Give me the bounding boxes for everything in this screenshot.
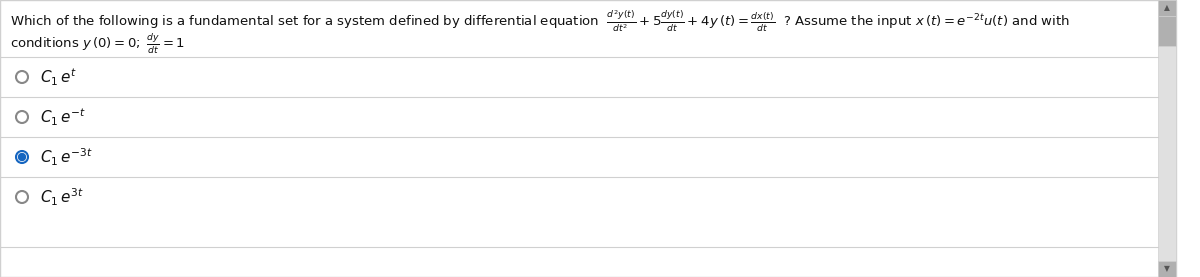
Text: ▼: ▼ <box>1164 265 1170 273</box>
Text: conditions $y\,(0) = 0;\; \frac{dy}{dt} = 1$: conditions $y\,(0) = 0;\; \frac{dy}{dt} … <box>10 32 185 56</box>
Text: $C_1\,e^{t}$: $C_1\,e^{t}$ <box>40 66 77 88</box>
Circle shape <box>16 71 28 83</box>
Bar <box>1158 16 1176 46</box>
Bar <box>1158 0 1176 277</box>
Circle shape <box>16 111 28 123</box>
Text: $C_1\,e^{3t}$: $C_1\,e^{3t}$ <box>40 186 84 208</box>
Text: ▲: ▲ <box>1164 4 1170 12</box>
Bar <box>1158 261 1176 277</box>
Circle shape <box>16 191 28 203</box>
Circle shape <box>18 153 25 160</box>
Text: Which of the following is a fundamental set for a system defined by differential: Which of the following is a fundamental … <box>10 8 1069 34</box>
Text: $C_1\,e^{-t}$: $C_1\,e^{-t}$ <box>40 106 86 128</box>
Text: $C_1\,e^{-3t}$: $C_1\,e^{-3t}$ <box>40 146 92 168</box>
Circle shape <box>16 151 28 163</box>
Bar <box>1158 0 1176 16</box>
